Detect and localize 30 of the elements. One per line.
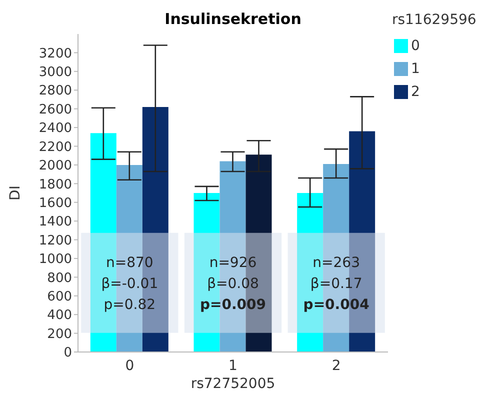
y-axis-title: DI <box>6 186 23 200</box>
y-tick-label: 3200 <box>38 46 72 62</box>
y-tick-label: 2200 <box>38 140 72 155</box>
y-tick-label: 0 <box>64 346 72 361</box>
x-tick-label: 2 <box>332 358 341 374</box>
y-tick-label: 600 <box>47 289 72 304</box>
y-tick-label: 400 <box>47 308 72 324</box>
y-tick-label: 200 <box>47 326 72 342</box>
y-tick-label: 1000 <box>38 252 72 268</box>
x-tick-label: 0 <box>125 358 134 374</box>
legend-title: rs11629596 <box>392 12 476 28</box>
y-tick-label: 1600 <box>38 196 72 211</box>
y-tick-label: 3000 <box>38 65 72 80</box>
y-tick-label: 1400 <box>38 214 72 230</box>
annotation: n=870 β=-0.01 p=0.82 <box>101 254 158 313</box>
annotation: n=263 β=0.17 p=0.004 <box>303 254 370 313</box>
y-tick-label: 2000 <box>38 158 72 174</box>
legend-label: 2 <box>411 84 420 100</box>
y-tick-label: 2600 <box>38 102 72 118</box>
y-tick-label: 800 <box>47 270 72 286</box>
legend-label: 1 <box>411 60 420 76</box>
legend-label: 0 <box>411 38 420 54</box>
chart-title: Insulinsekretion <box>164 10 302 28</box>
y-tick-label: 1200 <box>38 233 72 248</box>
y-tick-label: 1800 <box>38 177 72 192</box>
x-tick-label: 1 <box>228 358 238 374</box>
y-tick-label: 2400 <box>38 121 72 136</box>
annotation: n=926 β=0.08 p=0.009 <box>200 254 266 313</box>
x-axis-title: rs72752005 <box>190 376 276 392</box>
y-tick-label: 2800 <box>38 84 72 99</box>
